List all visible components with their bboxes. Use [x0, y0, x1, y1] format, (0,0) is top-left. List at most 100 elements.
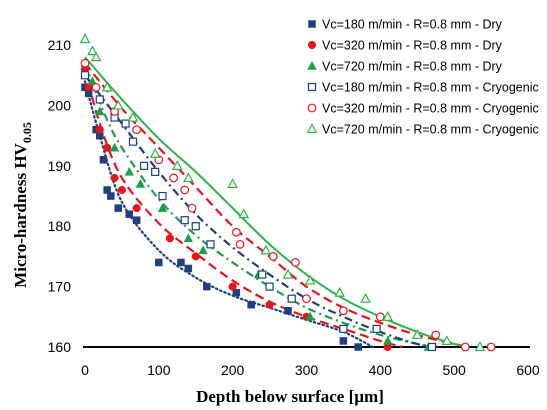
- legend-label: Vc=320 m/min - R=0.8 mm - Dry: [322, 39, 503, 53]
- legend-label: Vc=720 m/min - R=0.8 mm - Dry: [322, 60, 503, 74]
- data-point: [339, 337, 348, 345]
- y-tick-label: 180: [48, 218, 72, 234]
- data-point: [99, 156, 108, 164]
- data-point: [124, 166, 135, 176]
- y-tick-label: 170: [48, 279, 72, 295]
- data-point: [171, 160, 183, 170]
- data-point: [125, 210, 134, 218]
- x-tick-labels: 0 100 200 300 400 500 600: [81, 362, 540, 378]
- data-point: [80, 71, 90, 80]
- data-point: [180, 185, 190, 195]
- y-tick-label: 160: [48, 339, 72, 355]
- data-point: [198, 245, 208, 255]
- data-point: [258, 270, 267, 279]
- data-point: [90, 51, 102, 62]
- data-point: [157, 203, 168, 212]
- data-point: [191, 222, 200, 231]
- data-point: [191, 252, 200, 261]
- data-point: [158, 191, 167, 201]
- y-tick-label: 190: [48, 158, 72, 174]
- data-point: [180, 216, 189, 225]
- data-point: [247, 300, 255, 309]
- data-point: [79, 33, 91, 44]
- data-point: [372, 324, 381, 333]
- data-point: [149, 148, 161, 158]
- fit-curve: [84, 56, 470, 348]
- data-point: [117, 185, 126, 195]
- data-point: [305, 311, 315, 321]
- x-tick-label: 300: [295, 362, 319, 378]
- data-point: [427, 342, 437, 352]
- x-tick-label: 600: [516, 362, 540, 378]
- data-point: [238, 208, 250, 219]
- data-point: [184, 264, 193, 273]
- data-point: [431, 330, 441, 340]
- fit-curve: [83, 80, 375, 349]
- legend: Vc=180 m/min - R=0.8 mm - Dry Vc=320 m/mi…: [306, 18, 539, 137]
- data-point: [382, 311, 394, 321]
- data-point: [441, 335, 453, 346]
- data-point: [155, 258, 163, 267]
- data-point: [114, 204, 122, 212]
- legend-marker: [307, 82, 317, 92]
- y-tick-label: 200: [48, 97, 72, 113]
- data-point: [287, 294, 296, 303]
- legend-marker: [307, 60, 317, 70]
- y-tick-label: 210: [48, 37, 72, 53]
- data-point: [139, 161, 149, 170]
- y-axis-title: Micro-hardness HV0.05: [11, 122, 34, 288]
- x-tick-label: 400: [369, 362, 393, 378]
- data-point: [187, 203, 197, 213]
- data-point: [127, 111, 139, 122]
- data-point: [101, 81, 113, 92]
- data-point: [232, 288, 241, 297]
- data-point: [382, 335, 393, 345]
- fit-curve: [83, 68, 403, 349]
- data-point: [304, 274, 316, 285]
- data-point: [128, 137, 138, 146]
- data-point: [109, 142, 120, 152]
- data-point: [110, 173, 119, 182]
- x-tick-label: 0: [81, 362, 89, 378]
- data-point: [474, 341, 486, 352]
- data-point: [227, 178, 238, 189]
- legend-label: Vc=320 m/min - R=0.8 mm - Cryogenic: [322, 102, 539, 116]
- legend-marker: [307, 40, 317, 50]
- data-point: [107, 192, 115, 200]
- data-point: [203, 282, 211, 291]
- legend-label: Vc=180 m/min - R=0.8 mm - Dry: [322, 18, 503, 32]
- data-point: [486, 342, 496, 352]
- data-point: [135, 178, 146, 188]
- data-point: [91, 82, 101, 92]
- x-tick-label: 500: [442, 362, 466, 378]
- data-point: [360, 292, 371, 303]
- data-point: [121, 119, 130, 128]
- legend-label: Vc=720 m/min - R=0.8 mm - Cryogenic: [322, 123, 539, 137]
- legend-marker: [307, 103, 317, 113]
- data-point: [265, 282, 274, 291]
- data-point: [183, 233, 194, 243]
- data-point: [302, 294, 311, 304]
- data-point: [334, 286, 346, 297]
- x-tick-label: 200: [221, 362, 245, 378]
- data-point: [95, 95, 104, 104]
- data-point: [354, 343, 362, 351]
- x-axis-title: Depth below surface [µm]: [196, 387, 384, 406]
- data-point: [80, 58, 90, 68]
- data-points: [79, 33, 496, 352]
- data-point: [268, 252, 278, 261]
- data-point: [132, 125, 142, 135]
- data-point: [291, 258, 300, 267]
- data-point: [228, 282, 237, 291]
- data-point: [165, 234, 174, 243]
- data-point: [231, 227, 241, 237]
- data-point: [95, 125, 104, 134]
- y-tick-labels: 160 170 180 190 200 210: [48, 37, 72, 355]
- data-point: [132, 216, 141, 224]
- data-point: [282, 268, 294, 279]
- legend-marker: [308, 20, 316, 28]
- data-point: [87, 76, 98, 86]
- data-point: [265, 300, 274, 309]
- fit-curve: [83, 62, 433, 349]
